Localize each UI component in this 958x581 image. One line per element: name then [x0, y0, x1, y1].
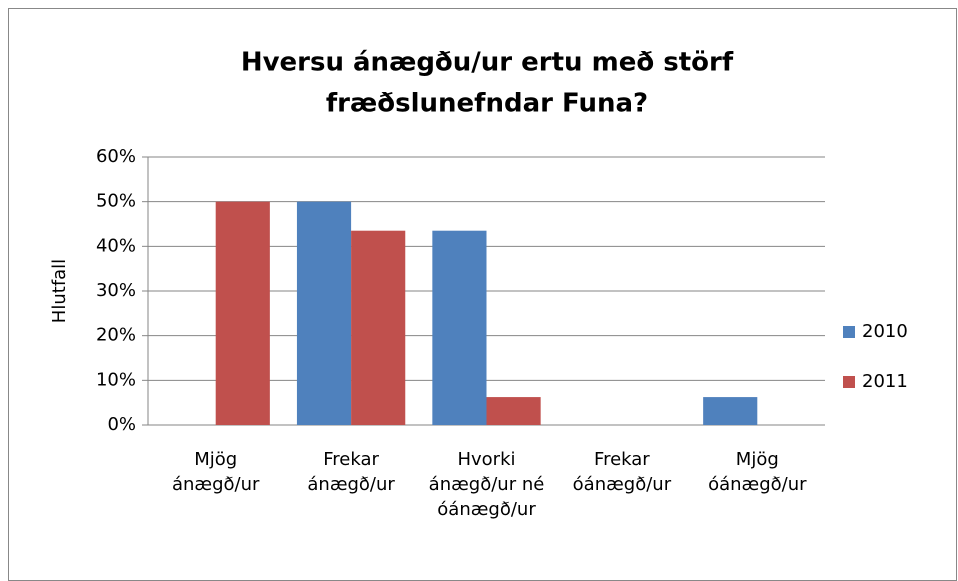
y-tick-label: 30%	[96, 280, 136, 301]
y-tick-label: 40%	[96, 235, 136, 256]
chart-title: fræðslunefndar Funa?	[326, 89, 648, 119]
bar	[486, 397, 541, 425]
y-tick-label: 60%	[96, 146, 136, 167]
legend-label: 2011	[862, 371, 908, 392]
x-tick-label: Hvorki ánægð/ur né óánægð/ur	[428, 449, 545, 520]
x-tick-label: Frekar ánægð/ur	[307, 449, 395, 495]
legend-swatch	[843, 376, 855, 388]
bar	[296, 201, 352, 425]
x-tick-label: Mjög ánægð/ur	[171, 449, 260, 495]
legend-swatch	[843, 326, 855, 338]
x-tick-label: Mjög óánægð/ur	[708, 449, 807, 495]
bar	[703, 397, 758, 425]
bar	[432, 230, 487, 425]
y-tick-label: 20%	[96, 325, 136, 346]
chart-title: Hversu ánægðu/ur ertu með störf	[241, 48, 734, 78]
y-axis-label: Hlutfall	[49, 259, 70, 323]
legend-label: 2010	[862, 321, 908, 342]
bar	[215, 201, 270, 425]
y-tick-label: 0%	[107, 414, 136, 435]
x-tick-label: Frekar óánægð/ur	[572, 449, 672, 495]
y-tick-label: 50%	[96, 191, 136, 212]
y-tick-label: 10%	[96, 369, 136, 390]
bar	[351, 230, 406, 425]
